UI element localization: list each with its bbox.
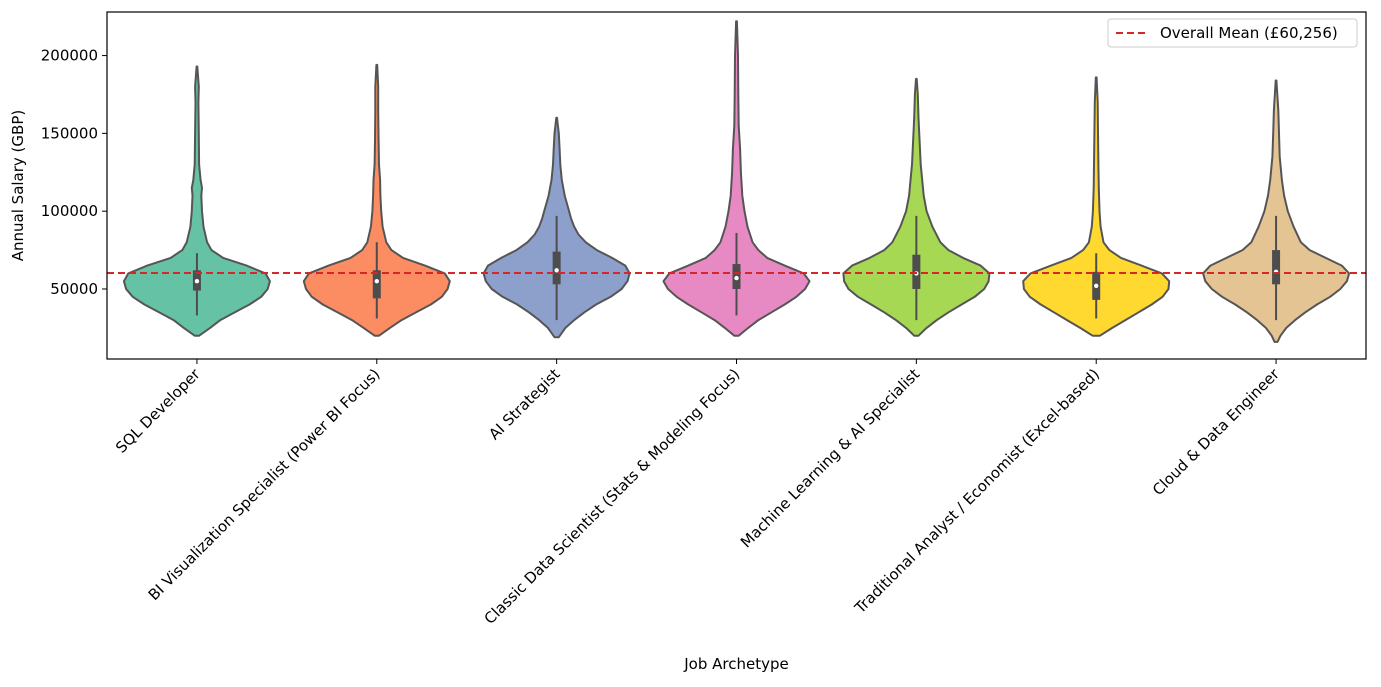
violin-median-point bbox=[554, 268, 559, 273]
violin-iqr-box bbox=[552, 251, 561, 285]
y-tick-label: 200000 bbox=[41, 47, 98, 65]
y-tick-label: 100000 bbox=[41, 202, 98, 220]
violin-iqr-box bbox=[372, 270, 381, 299]
violin-median-point bbox=[734, 275, 739, 281]
legend: Overall Mean (£60,256) bbox=[1107, 18, 1358, 48]
violin-body bbox=[302, 63, 451, 337]
violin-iqr-box bbox=[1272, 250, 1281, 285]
legend-box bbox=[1107, 18, 1358, 48]
violin-median-point bbox=[374, 278, 379, 284]
violin-body bbox=[662, 20, 811, 337]
violin-body bbox=[842, 77, 991, 337]
violin-body bbox=[1022, 76, 1171, 337]
violin-group bbox=[302, 63, 451, 337]
violin-group bbox=[1202, 79, 1351, 343]
violin-group bbox=[122, 65, 271, 337]
x-axis-title: Job Archetype bbox=[683, 655, 788, 673]
y-tick-label: 50000 bbox=[50, 280, 98, 298]
violin-group bbox=[662, 20, 811, 337]
x-tick-label: Machine Learning & AI Specialist bbox=[737, 365, 923, 551]
violin-median-point bbox=[194, 278, 200, 284]
x-tick-label: Cloud & Data Engineer bbox=[1149, 365, 1284, 500]
y-tick-label: 150000 bbox=[41, 124, 98, 142]
violin-group bbox=[1022, 76, 1171, 337]
violin-body bbox=[1202, 79, 1351, 343]
y-axis-title: Annual Salary (GBP) bbox=[9, 110, 27, 261]
violin-group bbox=[842, 77, 991, 337]
violin-body bbox=[122, 65, 271, 337]
violins-layer bbox=[122, 20, 1351, 343]
x-tick-label: AI Strategist bbox=[485, 365, 563, 443]
violin-median-point bbox=[1094, 283, 1099, 289]
violin-group bbox=[482, 116, 631, 339]
x-tick-label: SQL Developer bbox=[112, 365, 204, 457]
y-axis: 50000 100000 150000 200000 bbox=[41, 47, 107, 298]
legend-label: Overall Mean (£60,256) bbox=[1160, 24, 1338, 42]
